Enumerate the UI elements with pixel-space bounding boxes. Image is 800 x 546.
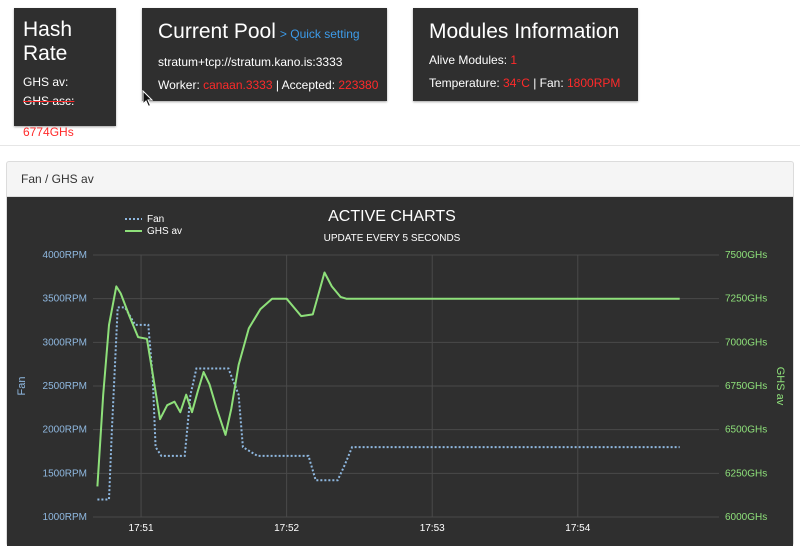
x-tick-label: 17:52 — [274, 523, 299, 534]
right-tick-label: 7000GHs — [725, 337, 767, 348]
accepted-label: | Accepted: — [272, 78, 339, 92]
divider — [0, 145, 800, 146]
chart-legend: Fan GHS av — [125, 214, 182, 237]
ghs-av-label: GHS av: — [23, 75, 69, 89]
left-tick-label: 3500RPM — [43, 294, 87, 305]
legend-ghs-label: GHS av — [147, 226, 182, 237]
chart-subtitle: UPDATE EVERY 5 SECONDS — [324, 233, 461, 244]
pool-worker-row: Worker: canaan.3333 | Accepted: 223380 — [158, 78, 387, 92]
x-tick-label: 17:51 — [129, 523, 154, 534]
x-tick-label: 17:53 — [420, 523, 445, 534]
left-tick-label: 2500RPM — [43, 381, 87, 392]
fan-series-line — [97, 306, 680, 501]
hash-rate-title-line1: Hash — [23, 18, 73, 41]
ghs-asc-value: 6774GHs — [23, 125, 74, 139]
worker-value: canaan.3333 — [203, 78, 273, 92]
fan-ghs-panel: Fan / GHS av 1000RPM 1500RPM 2000RPM 2500RP… — [6, 161, 794, 546]
legend-fan-label: Fan — [147, 214, 164, 225]
left-tick-label: 1500RPM — [43, 468, 87, 479]
current-pool-title: Current Pool > Quick setting — [158, 20, 387, 46]
current-pool-title-text: Current Pool — [158, 20, 276, 43]
x-axis-ticks: 17:51 17:52 17:53 17:54 — [129, 523, 591, 534]
hash-rate-card: Hash Rate GHS av: GHS asc: — [14, 8, 116, 126]
ghs-series-line — [96, 271, 680, 487]
left-axis-label: Fan — [16, 377, 28, 396]
temperature-label: Temperature: — [429, 76, 504, 90]
chart-grid — [93, 254, 719, 518]
accepted-value: 223380 — [338, 78, 379, 92]
hash-rate-title-line2: Rate — [23, 42, 68, 65]
worker-label: Worker: — [158, 78, 204, 92]
pool-url: stratum+tcp://stratum.kano.is:3333 — [158, 55, 343, 69]
right-axis-ticks: 6000GHs 6250GHs 6500GHs 6750GHs 7000GHs 7250G… — [725, 250, 767, 523]
left-tick-label: 1000RPM — [43, 512, 87, 523]
fan-value: 1800RPM — [567, 76, 621, 90]
right-axis-label: GHS av — [774, 367, 786, 406]
quick-setting-link[interactable]: > Quick setting — [279, 27, 360, 41]
alive-modules-row: Alive Modules: 1 — [429, 53, 638, 67]
left-tick-label: 2000RPM — [43, 425, 87, 436]
mouse-cursor-icon — [142, 90, 154, 108]
right-tick-label: 6250GHs — [725, 468, 767, 479]
alive-modules-value: 1 — [510, 53, 518, 67]
fan-label: | Fan: — [529, 76, 567, 90]
alive-modules-label: Alive Modules: — [429, 53, 511, 67]
left-tick-label: 3000RPM — [43, 337, 87, 348]
chart-title: ACTIVE CHARTS — [328, 208, 456, 225]
left-axis-ticks: 1000RPM 1500RPM 2000RPM 2500RPM 3000RPM 3500R… — [43, 250, 87, 523]
current-pool-card: Current Pool > Quick setting stratum+tcp:… — [142, 8, 387, 101]
right-tick-label: 7250GHs — [725, 294, 767, 305]
right-tick-label: 7500GHs — [725, 250, 767, 261]
right-tick-label: 6750GHs — [725, 381, 767, 392]
temperature-row: Temperature: 34°C | Fan: 1800RPM — [429, 76, 638, 90]
hash-rate-title: Hash Rate — [23, 18, 116, 66]
modules-info-title: Modules Information — [429, 20, 620, 43]
ghs-asc-label: GHS asc: — [23, 94, 75, 108]
x-tick-label: 17:54 — [565, 523, 590, 534]
left-tick-label: 4000RPM — [43, 250, 87, 261]
active-chart: 1000RPM 1500RPM 2000RPM 2500RPM 3000RPM 3500R… — [16, 208, 786, 534]
panel-heading: Fan / GHS av — [21, 172, 94, 186]
chart-container: 1000RPM 1500RPM 2000RPM 2500RPM 3000RPM 3500R… — [7, 196, 793, 546]
right-tick-label: 6000GHs — [725, 512, 767, 523]
modules-info-card: Modules Information Alive Modules: 1 Tem… — [413, 8, 638, 101]
right-tick-label: 6500GHs — [725, 425, 767, 436]
temperature-value: 34°C — [503, 76, 530, 90]
